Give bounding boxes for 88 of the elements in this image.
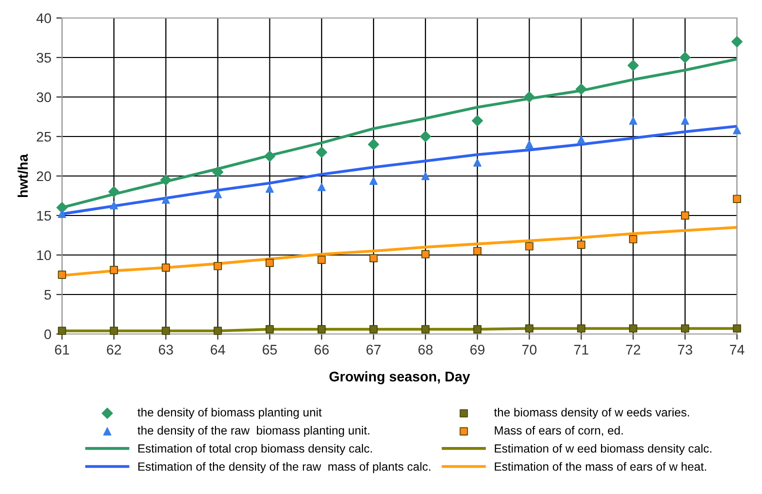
point <box>266 184 274 193</box>
x-tick-label: 61 <box>54 344 70 355</box>
point <box>731 36 743 48</box>
legend-label: Estimation of the density of the raw mass of plants calc. <box>138 462 430 474</box>
x-tick-label: 74 <box>730 344 744 354</box>
point <box>214 326 222 335</box>
x-tick-label: 62 <box>106 344 121 355</box>
point <box>473 246 482 256</box>
point <box>525 324 534 333</box>
point <box>162 196 170 204</box>
y-tick-label: 40 <box>36 13 52 24</box>
point <box>732 194 742 204</box>
y-axis-title: hwt/ha <box>18 154 28 198</box>
legend-label: Estimation of total crop biomass density calc. <box>138 444 372 456</box>
point <box>525 242 534 250</box>
legend-label: the density of biomass planting unit <box>138 408 322 419</box>
point <box>732 126 742 134</box>
x-tick-label: 66 <box>314 344 329 355</box>
point <box>108 186 120 198</box>
y-tick-label: 35 <box>36 52 52 63</box>
legend-label: Estimation of w eed biomass density calc. <box>494 444 712 456</box>
x-tick-label: 67 <box>366 344 381 355</box>
point <box>266 325 274 334</box>
x-tick-label: 65 <box>262 344 277 355</box>
y-tick-label: 20 <box>36 171 52 182</box>
y-tick-label: 0 <box>44 329 52 340</box>
x-axis-title: Growing season, Day <box>329 371 470 384</box>
point <box>266 258 274 267</box>
point <box>679 52 691 64</box>
legend-label: the biomass density of w eeds varies. <box>494 408 690 419</box>
point <box>577 136 586 144</box>
point <box>110 326 118 335</box>
point <box>525 140 534 148</box>
y-tick-label: 5 <box>44 290 51 300</box>
x-tick-label: 69 <box>470 344 484 355</box>
x-tick-label: 64 <box>210 344 226 355</box>
point <box>629 235 638 244</box>
point <box>162 264 170 272</box>
point <box>110 266 118 274</box>
x-tick-label: 63 <box>158 344 173 355</box>
point <box>420 130 432 142</box>
y-tick-label: 30 <box>36 92 52 102</box>
x-tick-label: 71 <box>574 344 588 354</box>
point <box>264 150 276 162</box>
x-tick-label: 70 <box>522 344 536 355</box>
point <box>110 201 118 210</box>
x-tick-label: 68 <box>418 344 433 355</box>
y-tick-label: 25 <box>36 132 52 142</box>
point <box>680 116 690 125</box>
point <box>369 254 378 262</box>
point <box>316 146 328 158</box>
point <box>421 325 430 334</box>
point <box>680 211 690 220</box>
point <box>473 158 482 167</box>
point <box>421 250 430 258</box>
y-tick-label: 15 <box>37 210 52 221</box>
point <box>369 176 378 185</box>
point <box>524 91 535 103</box>
point <box>629 324 638 333</box>
point <box>577 324 586 333</box>
point <box>58 210 66 218</box>
point <box>369 325 378 334</box>
point <box>58 270 66 279</box>
legend-label: Mass of ears of corn, ed. <box>494 426 623 436</box>
point <box>214 190 222 198</box>
point <box>318 325 326 334</box>
point <box>318 182 326 192</box>
point <box>160 174 172 186</box>
point <box>577 240 586 249</box>
point <box>212 166 224 178</box>
point <box>421 172 430 180</box>
point <box>576 83 587 95</box>
y-tick-label: 10 <box>37 250 52 260</box>
point <box>473 325 482 334</box>
point <box>472 115 483 126</box>
legend-label: Estimation of the mass of ears of w heat. <box>494 462 706 471</box>
point <box>318 256 326 264</box>
legend-label: the density of the raw biomass planting unit. <box>138 426 370 437</box>
x-tick-label: 73 <box>678 344 692 355</box>
point <box>162 326 170 335</box>
point <box>56 202 68 214</box>
point <box>732 324 742 333</box>
x-tick-label: 72 <box>626 344 640 354</box>
point <box>368 138 380 150</box>
point <box>628 60 639 72</box>
point <box>214 262 222 270</box>
point <box>680 324 690 333</box>
point <box>629 116 638 125</box>
